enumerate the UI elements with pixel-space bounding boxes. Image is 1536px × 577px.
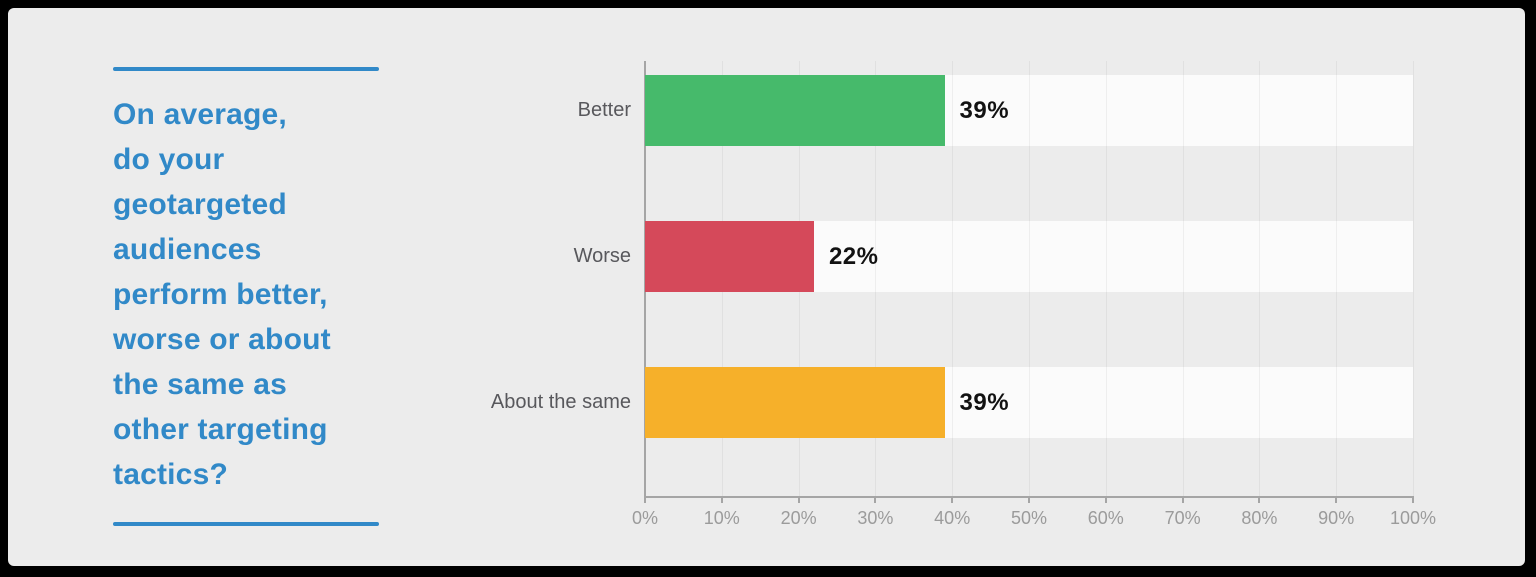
x-axis-tick — [1258, 498, 1261, 503]
x-axis-tick-label: 40% — [934, 508, 971, 528]
gridline — [1105, 61, 1107, 496]
gridline — [1182, 61, 1184, 496]
x-axis-tick-label: 10% — [703, 508, 740, 528]
accent-rule-bottom — [113, 522, 379, 526]
category-label: About the same — [490, 391, 631, 413]
bar — [645, 221, 814, 292]
gridline — [1336, 61, 1338, 496]
chart-plot: 0% 10% 20% 30% 40% 50% 60% 70% 80% 90% 100% Better 3… — [491, 61, 1436, 528]
accent-rule-top — [113, 67, 379, 71]
x-axis-tick-label: 90% — [1318, 508, 1355, 528]
gridline — [1029, 61, 1030, 496]
bar-value-label: 39% — [959, 388, 1010, 416]
gridline — [875, 61, 877, 496]
bar-value-label: 39% — [959, 96, 1010, 124]
x-axis-line — [644, 496, 1414, 498]
x-axis-tick — [797, 498, 800, 503]
x-axis-tick-label: 20% — [780, 508, 817, 528]
x-axis-tick-label: 80% — [1241, 508, 1278, 528]
bar-value-label: 22% — [828, 242, 879, 270]
bar — [645, 75, 945, 146]
x-axis-tick — [1181, 498, 1184, 503]
x-axis-tick — [874, 498, 877, 503]
x-axis-tick-label: 100% — [1389, 508, 1437, 528]
category-label: Better — [577, 99, 631, 121]
x-axis-tick-label: 0% — [631, 508, 658, 528]
x-axis-tick-label: 70% — [1164, 508, 1201, 528]
x-axis-tick — [1028, 498, 1030, 503]
x-axis-tick — [720, 498, 723, 503]
x-axis-tick — [1412, 498, 1414, 503]
bar — [645, 367, 945, 438]
x-axis-tick-label: 30% — [857, 508, 894, 528]
x-axis-tick-label: 60% — [1087, 508, 1124, 528]
gridline — [1413, 61, 1414, 496]
gridline — [1259, 61, 1261, 496]
x-axis-tick — [1104, 498, 1107, 503]
x-axis-tick — [951, 498, 954, 503]
gridline — [952, 61, 954, 496]
chart-canvas: On average, do your geotargeted audience… — [8, 8, 1525, 566]
question-title: On average, do your geotargeted audience… — [113, 98, 331, 491]
x-axis-tick — [644, 498, 646, 503]
x-axis-tick-label: 50% — [1010, 508, 1048, 528]
x-axis-tick — [1335, 498, 1338, 503]
category-label: Worse — [573, 245, 631, 267]
